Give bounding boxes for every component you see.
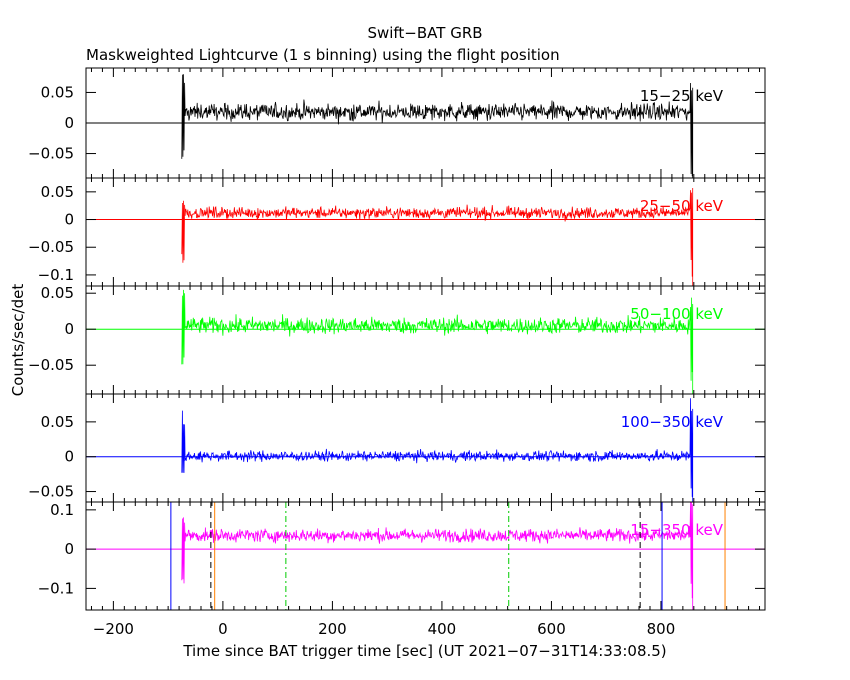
band-label: 15−25 keV (640, 87, 724, 105)
y-tick-label: 0 (64, 540, 74, 558)
y-tick-label: −0.1 (38, 266, 74, 284)
y-tick-label: 0.05 (41, 413, 74, 431)
y-tick-label: 0.1 (50, 501, 74, 519)
y-tick-label: −0.05 (28, 483, 74, 501)
panel-frame (85, 285, 766, 395)
panel-4: 0.1 0 −0.1 15−350 keV (38, 501, 766, 611)
y-tick-label: 0 (64, 448, 74, 466)
x-tick-label: 800 (647, 620, 676, 638)
x-tick-label: 200 (318, 620, 347, 638)
x-tick-label: 600 (537, 620, 566, 638)
y-tick-label: −0.1 (38, 579, 74, 597)
y-tick-label: 0 (64, 211, 74, 229)
panel-0: 0.05 0 −0.05 15−25 keV (28, 67, 766, 179)
series-line (181, 74, 694, 178)
y-tick-label: −0.05 (28, 356, 74, 374)
panel-3: 0.05 0 −0.05 100−350 keV (28, 393, 766, 503)
panel-frame (85, 501, 766, 611)
band-label: 100−350 keV (621, 413, 724, 431)
band-label: 15−350 keV (630, 521, 723, 539)
y-tick-label: −0.05 (28, 238, 74, 256)
band-label: 25−50 keV (640, 197, 724, 215)
y-tick-label: −0.05 (28, 145, 74, 163)
chart-title: Swift−BAT GRB (367, 24, 482, 42)
panel-frame (85, 393, 766, 503)
series-line (181, 502, 694, 610)
y-tick-label: 0 (64, 114, 74, 132)
band-label: 50−100 keV (630, 305, 723, 323)
chart-subtitle: Maskweighted Lightcurve (1 s binning) us… (86, 46, 560, 64)
x-tick-label: 0 (218, 620, 228, 638)
series-line (181, 289, 694, 394)
panel-2: 0.05 0 −0.05 50−100 keV (28, 284, 766, 395)
x-tick-label: −200 (93, 620, 134, 638)
panel-1: 0.05 0 −0.05 −0.1 25−50 keV (28, 177, 766, 287)
series-line (181, 398, 694, 502)
y-tick-label: 0 (64, 320, 74, 338)
y-tick-label: 0.05 (41, 284, 74, 302)
y-tick-label: 0.05 (41, 83, 74, 101)
y-tick-label: 0.05 (41, 183, 74, 201)
y-axis-label: Counts/sec/det (9, 284, 27, 397)
panel-frame (85, 177, 766, 287)
x-axis-label: Time since BAT trigger time [sec] (UT 20… (182, 642, 666, 660)
x-tick-label: 400 (428, 620, 457, 638)
series-line (181, 187, 694, 286)
